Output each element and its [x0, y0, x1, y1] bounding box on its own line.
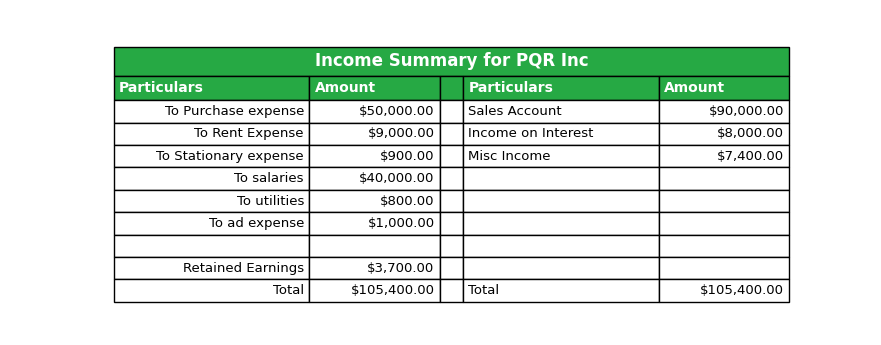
Bar	[114, 257, 309, 279]
Bar	[114, 47, 789, 76]
Text: Income on Interest: Income on Interest	[469, 127, 594, 140]
Bar	[309, 76, 440, 100]
Bar	[440, 279, 463, 302]
Bar	[463, 257, 659, 279]
Bar	[659, 123, 789, 145]
Bar	[309, 279, 440, 302]
Bar	[463, 212, 659, 235]
Bar	[309, 100, 440, 123]
Text: Amount: Amount	[315, 81, 376, 95]
Bar	[309, 167, 440, 190]
Bar	[440, 100, 463, 123]
Bar	[440, 76, 463, 100]
Text: $800.00: $800.00	[380, 195, 434, 207]
Text: $3,700.00: $3,700.00	[367, 262, 434, 275]
Text: Misc Income: Misc Income	[469, 150, 551, 163]
Text: $8,000.00: $8,000.00	[717, 127, 784, 140]
Text: Total: Total	[469, 284, 500, 297]
Text: Particulars: Particulars	[119, 81, 204, 95]
Bar	[659, 76, 789, 100]
Bar	[463, 123, 659, 145]
Bar	[440, 235, 463, 257]
Bar	[659, 212, 789, 235]
Text: To ad expense: To ad expense	[209, 217, 304, 230]
Text: Sales Account: Sales Account	[469, 105, 562, 118]
Bar	[114, 235, 309, 257]
Bar	[463, 167, 659, 190]
Text: Amount: Amount	[664, 81, 725, 95]
Bar	[463, 279, 659, 302]
Bar	[463, 145, 659, 167]
Bar	[463, 190, 659, 212]
Text: To utilities: To utilities	[237, 195, 304, 207]
Text: Retained Earnings: Retained Earnings	[183, 262, 304, 275]
Bar	[114, 123, 309, 145]
Text: $50,000.00: $50,000.00	[359, 105, 434, 118]
Bar	[463, 76, 659, 100]
Text: $105,400.00: $105,400.00	[351, 284, 434, 297]
Bar	[440, 257, 463, 279]
Bar	[309, 212, 440, 235]
Bar	[463, 235, 659, 257]
Text: $7,400.00: $7,400.00	[717, 150, 784, 163]
Bar	[114, 212, 309, 235]
Bar	[114, 76, 309, 100]
Bar	[114, 100, 309, 123]
Text: Income Summary for PQR Inc: Income Summary for PQR Inc	[315, 52, 589, 70]
Bar	[114, 279, 309, 302]
Bar	[309, 257, 440, 279]
Bar	[309, 123, 440, 145]
Text: $105,400.00: $105,400.00	[700, 284, 784, 297]
Bar	[114, 167, 309, 190]
Bar	[440, 145, 463, 167]
Bar	[440, 167, 463, 190]
Text: To Stationary expense: To Stationary expense	[156, 150, 304, 163]
Text: $40,000.00: $40,000.00	[359, 172, 434, 185]
Bar	[440, 190, 463, 212]
Text: To Purchase expense: To Purchase expense	[165, 105, 304, 118]
Bar	[659, 257, 789, 279]
Text: $9,000.00: $9,000.00	[367, 127, 434, 140]
Bar	[309, 190, 440, 212]
Bar	[659, 167, 789, 190]
Bar	[440, 212, 463, 235]
Text: $900.00: $900.00	[380, 150, 434, 163]
Bar	[463, 100, 659, 123]
Bar	[659, 279, 789, 302]
Bar	[309, 235, 440, 257]
Text: Total: Total	[273, 284, 304, 297]
Bar	[440, 123, 463, 145]
Bar	[659, 190, 789, 212]
Text: To Rent Expense: To Rent Expense	[195, 127, 304, 140]
Bar	[114, 145, 309, 167]
Bar	[659, 100, 789, 123]
Text: Particulars: Particulars	[469, 81, 553, 95]
Bar	[659, 145, 789, 167]
Text: $90,000.00: $90,000.00	[708, 105, 784, 118]
Text: To salaries: To salaries	[234, 172, 304, 185]
Bar	[309, 145, 440, 167]
Bar	[659, 235, 789, 257]
Text: $1,000.00: $1,000.00	[367, 217, 434, 230]
Bar	[114, 190, 309, 212]
